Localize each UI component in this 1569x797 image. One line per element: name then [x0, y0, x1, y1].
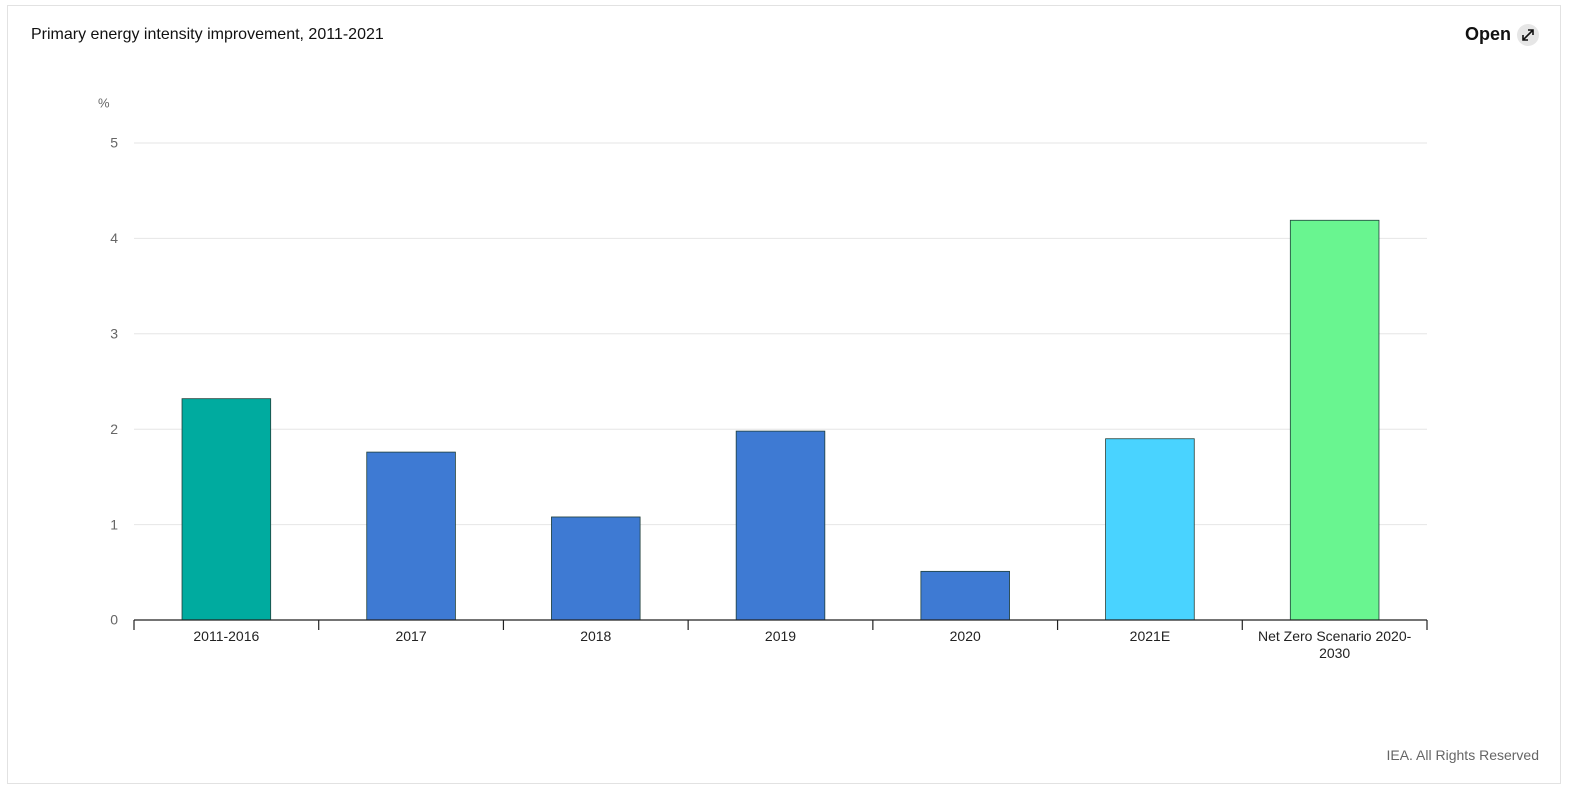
bar: [735, 430, 826, 621]
y-tick-label: 5: [110, 135, 118, 151]
x-tick-label: 2021E: [1129, 628, 1171, 644]
x-tick-label: 2019: [764, 628, 797, 644]
y-tick-label: 0: [110, 612, 118, 628]
bar: [920, 570, 1010, 621]
x-tick-label: 2017: [395, 628, 427, 644]
x-tick-label: Net Zero Scenario 2020-2030: [1257, 628, 1412, 661]
bar: [1105, 438, 1195, 621]
open-icon[interactable]: [1517, 24, 1539, 46]
y-tick-label: 2: [110, 421, 118, 437]
y-tick-label: 1: [110, 516, 118, 532]
bar: [551, 516, 641, 621]
x-tick-label: 2020: [949, 628, 981, 644]
open-button[interactable]: Open: [1465, 24, 1512, 44]
chart-title: Primary energy intensity improvement, 20…: [31, 26, 384, 43]
bar: [181, 398, 272, 621]
credit: IEA. All Rights Reserved: [1386, 747, 1539, 763]
y-tick-label: 3: [110, 326, 118, 342]
open-icon-arrow[interactable]: [1522, 29, 1534, 41]
bar: [366, 451, 456, 621]
bar: [1289, 219, 1380, 621]
x-tick-label: 2011-2016: [193, 628, 260, 644]
y-unit: %: [98, 95, 110, 110]
chart-card: [7, 5, 1561, 784]
y-tick-label: 4: [110, 230, 118, 246]
x-tick-label: 2018: [580, 628, 612, 644]
